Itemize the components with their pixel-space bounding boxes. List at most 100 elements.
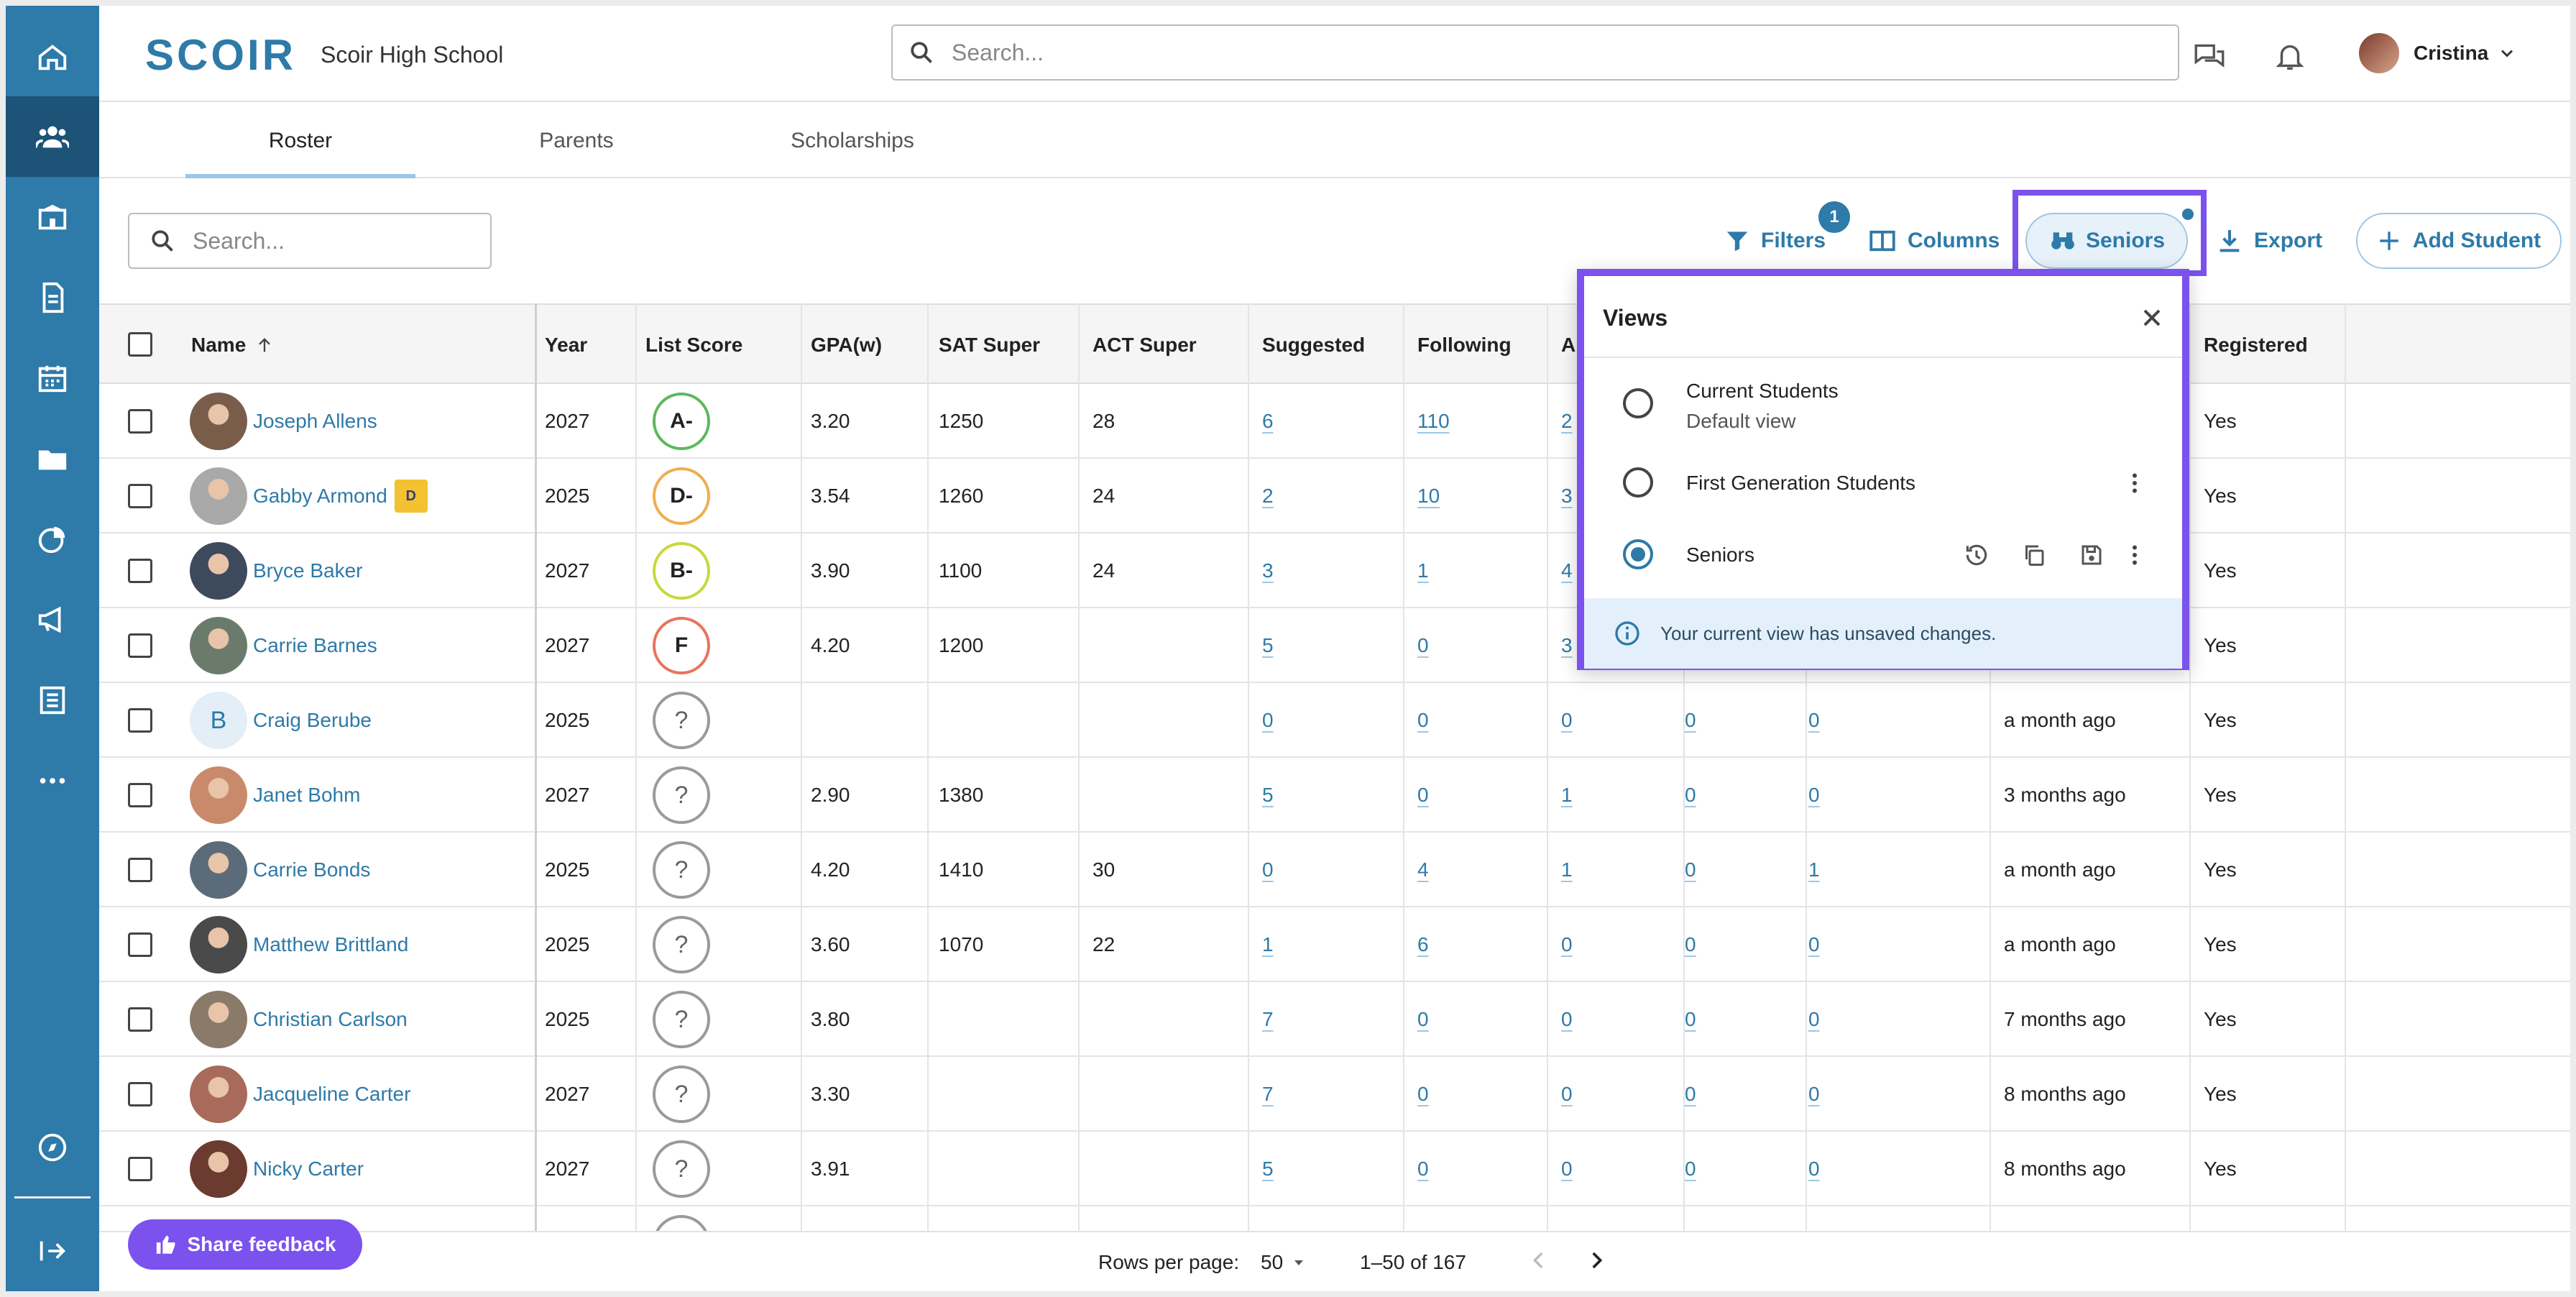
table-row[interactable]: Jacqueline Carter? 2027 3.30 7 0 0 0 0 8 months … <box>99 1057 2570 1132</box>
duplicate-view-button[interactable] <box>2020 541 2048 569</box>
calendar-nav[interactable] <box>6 338 99 418</box>
cell-suggested[interactable]: 1 <box>1262 933 1274 955</box>
col-list-score[interactable]: List Score <box>645 334 743 356</box>
cell-col8[interactable]: 1 <box>1561 858 1573 881</box>
col-year[interactable]: Year <box>545 334 588 356</box>
col-applied[interactable]: A <box>1561 334 1576 356</box>
add-student-button[interactable]: Add Student <box>2356 213 2562 269</box>
view-label-first-gen[interactable]: First Generation Students <box>1686 472 1916 494</box>
row-checkbox[interactable] <box>128 409 152 434</box>
list-score-badge[interactable]: ? <box>653 991 710 1048</box>
list-score-badge[interactable]: ? <box>653 1065 710 1123</box>
list-score-badge[interactable]: ? <box>653 841 710 899</box>
view-radio-current-students[interactable] <box>1623 388 1653 418</box>
list-score-badge[interactable]: ? <box>653 916 710 973</box>
col-registered[interactable]: Registered <box>2204 334 2308 356</box>
cell-col8[interactable]: 0 <box>1561 933 1573 955</box>
analytics-nav[interactable] <box>6 499 99 579</box>
share-feedback-button[interactable]: Share feedback <box>128 1219 362 1270</box>
cell-col8[interactable]: 0 <box>1561 1083 1573 1105</box>
cell-suggested[interactable]: 2 <box>1262 485 1274 507</box>
cell-col9[interactable]: 0 <box>1685 858 1696 881</box>
row-checkbox[interactable] <box>128 559 152 583</box>
col-sat[interactable]: SAT Super <box>939 334 1041 356</box>
export-button[interactable]: Export <box>2215 214 2322 267</box>
cell-following[interactable]: 0 <box>1417 784 1429 806</box>
messages-button[interactable] <box>2191 37 2228 75</box>
cell-following[interactable]: 0 <box>1417 1158 1429 1180</box>
user-menu[interactable]: Cristina <box>2358 32 2517 75</box>
folders-nav[interactable] <box>6 418 99 499</box>
table-row[interactable]: Matthew Brittland? 2025 3.60 1070 22 1 6 0 0 0 a m… <box>99 907 2570 982</box>
cell-following[interactable]: 1 <box>1417 559 1429 582</box>
global-search-input[interactable] <box>952 39 2102 66</box>
cell-col9[interactable]: 0 <box>1685 1083 1696 1105</box>
cell-following[interactable]: 6 <box>1417 933 1429 955</box>
student-name-link[interactable]: Janet Bohm <box>253 758 360 833</box>
next-page-button[interactable] <box>1584 1248 1609 1278</box>
row-checkbox[interactable] <box>128 932 152 957</box>
table-row[interactable]: Gabby Armond D D- 2025 3.54 1260 24 2 10 3 Yes <box>99 459 2570 533</box>
col-act[interactable]: ACT Super <box>1092 334 1197 356</box>
cell-col8[interactable]: 0 <box>1561 1158 1573 1180</box>
view-label-seniors[interactable]: Seniors <box>1686 544 1754 566</box>
cell-col10[interactable]: 0 <box>1808 1008 1820 1030</box>
student-name-link[interactable]: Bryce Baker <box>253 533 363 608</box>
filters-button[interactable]: Filters <box>1724 214 1826 267</box>
cell-following[interactable]: 0 <box>1417 1083 1429 1105</box>
cell-col8[interactable]: 0 <box>1561 1008 1573 1030</box>
row-checkbox[interactable] <box>128 633 152 658</box>
tab-parents[interactable]: Parents <box>539 129 614 152</box>
list-score-badge[interactable]: F <box>653 617 710 674</box>
student-name-link[interactable]: Christian Carlson <box>253 982 408 1057</box>
cell-col8[interactable]: 2 <box>1561 410 1573 432</box>
global-search[interactable] <box>891 24 2179 81</box>
cell-col8[interactable]: 4 <box>1561 559 1573 582</box>
student-name-link[interactable]: Carrie Bonds <box>253 833 370 907</box>
cell-col10[interactable]: 0 <box>1808 1083 1820 1105</box>
scoir-logo[interactable]: SCOIR <box>145 31 297 79</box>
collapse-sidebar-button[interactable] <box>6 1211 99 1291</box>
cell-col10[interactable]: 0 <box>1808 933 1820 955</box>
cell-col8[interactable]: 3 <box>1561 634 1573 656</box>
tab-scholarships[interactable]: Scholarships <box>791 129 914 152</box>
cell-following[interactable]: 10 <box>1417 485 1440 507</box>
cell-col9[interactable]: 0 <box>1685 1158 1696 1180</box>
student-name-link[interactable]: Carrie Barnes <box>253 608 377 683</box>
col-suggested[interactable]: Suggested <box>1262 334 1366 356</box>
list-score-badge[interactable]: ? <box>653 1140 710 1198</box>
select-all-checkbox[interactable] <box>128 332 152 357</box>
prev-page-button[interactable] <box>1527 1248 1551 1278</box>
cell-col9[interactable]: 0 <box>1685 709 1696 731</box>
cell-suggested[interactable]: 3 <box>1262 559 1274 582</box>
explore-nav[interactable] <box>6 1107 99 1188</box>
table-row[interactable]: Janet Bohm? 2027 2.90 1380 5 0 1 0 0 3 months ago… <box>99 758 2570 833</box>
cell-col8[interactable]: 1 <box>1561 784 1573 806</box>
cell-following[interactable]: 0 <box>1417 709 1429 731</box>
cell-col9[interactable]: 0 <box>1685 784 1696 806</box>
list-score-badge[interactable]: ? <box>653 692 710 749</box>
student-name-link[interactable]: Joseph Allens <box>253 384 377 459</box>
rows-per-page-select[interactable]: 50 <box>1261 1251 1307 1274</box>
student-name-link[interactable]: Gabby Armond D <box>253 459 428 533</box>
view-label-current-students[interactable]: Current Students <box>1686 380 1839 402</box>
columns-button[interactable]: Columns <box>1867 214 2000 267</box>
notifications-button[interactable] <box>2271 37 2309 75</box>
tab-roster[interactable]: Roster <box>185 104 415 178</box>
close-views-button[interactable] <box>2138 303 2166 332</box>
cell-following[interactable]: 4 <box>1417 858 1429 881</box>
colleges-nav[interactable] <box>6 177 99 257</box>
table-row[interactable]: Carrie Bonds? 2025 4.20 1410 30 0 4 1 0 1 a month … <box>99 833 2570 907</box>
cell-suggested[interactable]: 5 <box>1262 784 1274 806</box>
roster-search-input[interactable] <box>193 227 480 255</box>
save-view-button[interactable] <box>2077 541 2106 569</box>
col-following[interactable]: Following <box>1417 334 1512 356</box>
cell-col9[interactable]: 0 <box>1685 1008 1696 1030</box>
checklist-nav[interactable] <box>6 660 99 741</box>
row-checkbox[interactable] <box>128 708 152 733</box>
view-radio-seniors[interactable] <box>1623 539 1653 569</box>
cell-suggested[interactable]: 5 <box>1262 1158 1274 1180</box>
table-row[interactable]: Christian Carlson? 2025 3.80 7 0 0 0 0 7 months … <box>99 982 2570 1057</box>
table-row[interactable]: Joseph Allens A- 2027 3.20 1250 28 6 110 2 Yes <box>99 384 2570 459</box>
student-name-link[interactable]: Jacqueline Carter <box>253 1057 410 1132</box>
